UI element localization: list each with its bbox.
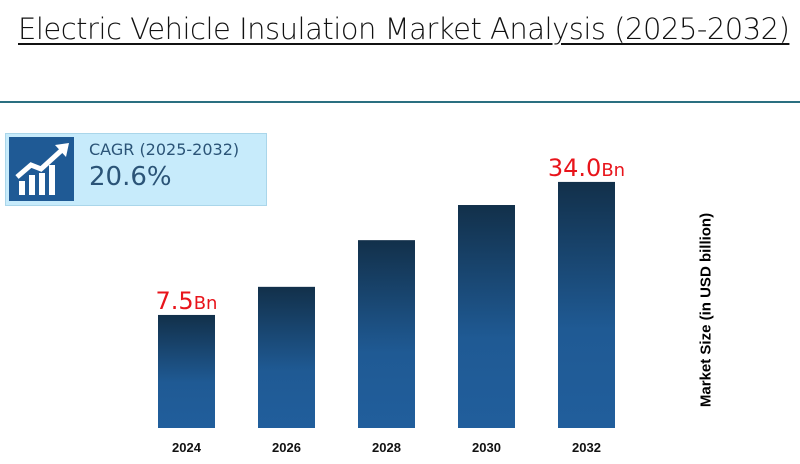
bar-2032 bbox=[558, 181, 615, 428]
bar-2026 bbox=[258, 286, 315, 428]
data-label-2024: 7.5Bn bbox=[156, 287, 218, 315]
x-tick-label: 2030 bbox=[472, 440, 501, 455]
cagr-value: 20.6% bbox=[89, 162, 172, 192]
page-title: Electric Vehicle Insulation Market Analy… bbox=[18, 12, 790, 46]
x-tick-label: 2026 bbox=[272, 440, 301, 455]
growth-chart-arrow-icon bbox=[9, 137, 74, 201]
y-axis-label: Market Size (in USD billion) bbox=[697, 212, 715, 408]
bar-2028 bbox=[358, 240, 415, 428]
x-tick-label: 2032 bbox=[572, 440, 601, 455]
cagr-label: CAGR (2025-2032) bbox=[89, 140, 240, 159]
x-tick-label: 2024 bbox=[172, 440, 202, 455]
bar-2030 bbox=[458, 205, 515, 428]
bar-2024 bbox=[158, 314, 215, 428]
cagr-box: CAGR (2025-2032) 20.6% bbox=[5, 133, 267, 206]
title-divider bbox=[0, 101, 800, 103]
data-label-2032: 34.0Bn bbox=[548, 154, 625, 182]
x-tick-label: 2028 bbox=[372, 440, 401, 455]
